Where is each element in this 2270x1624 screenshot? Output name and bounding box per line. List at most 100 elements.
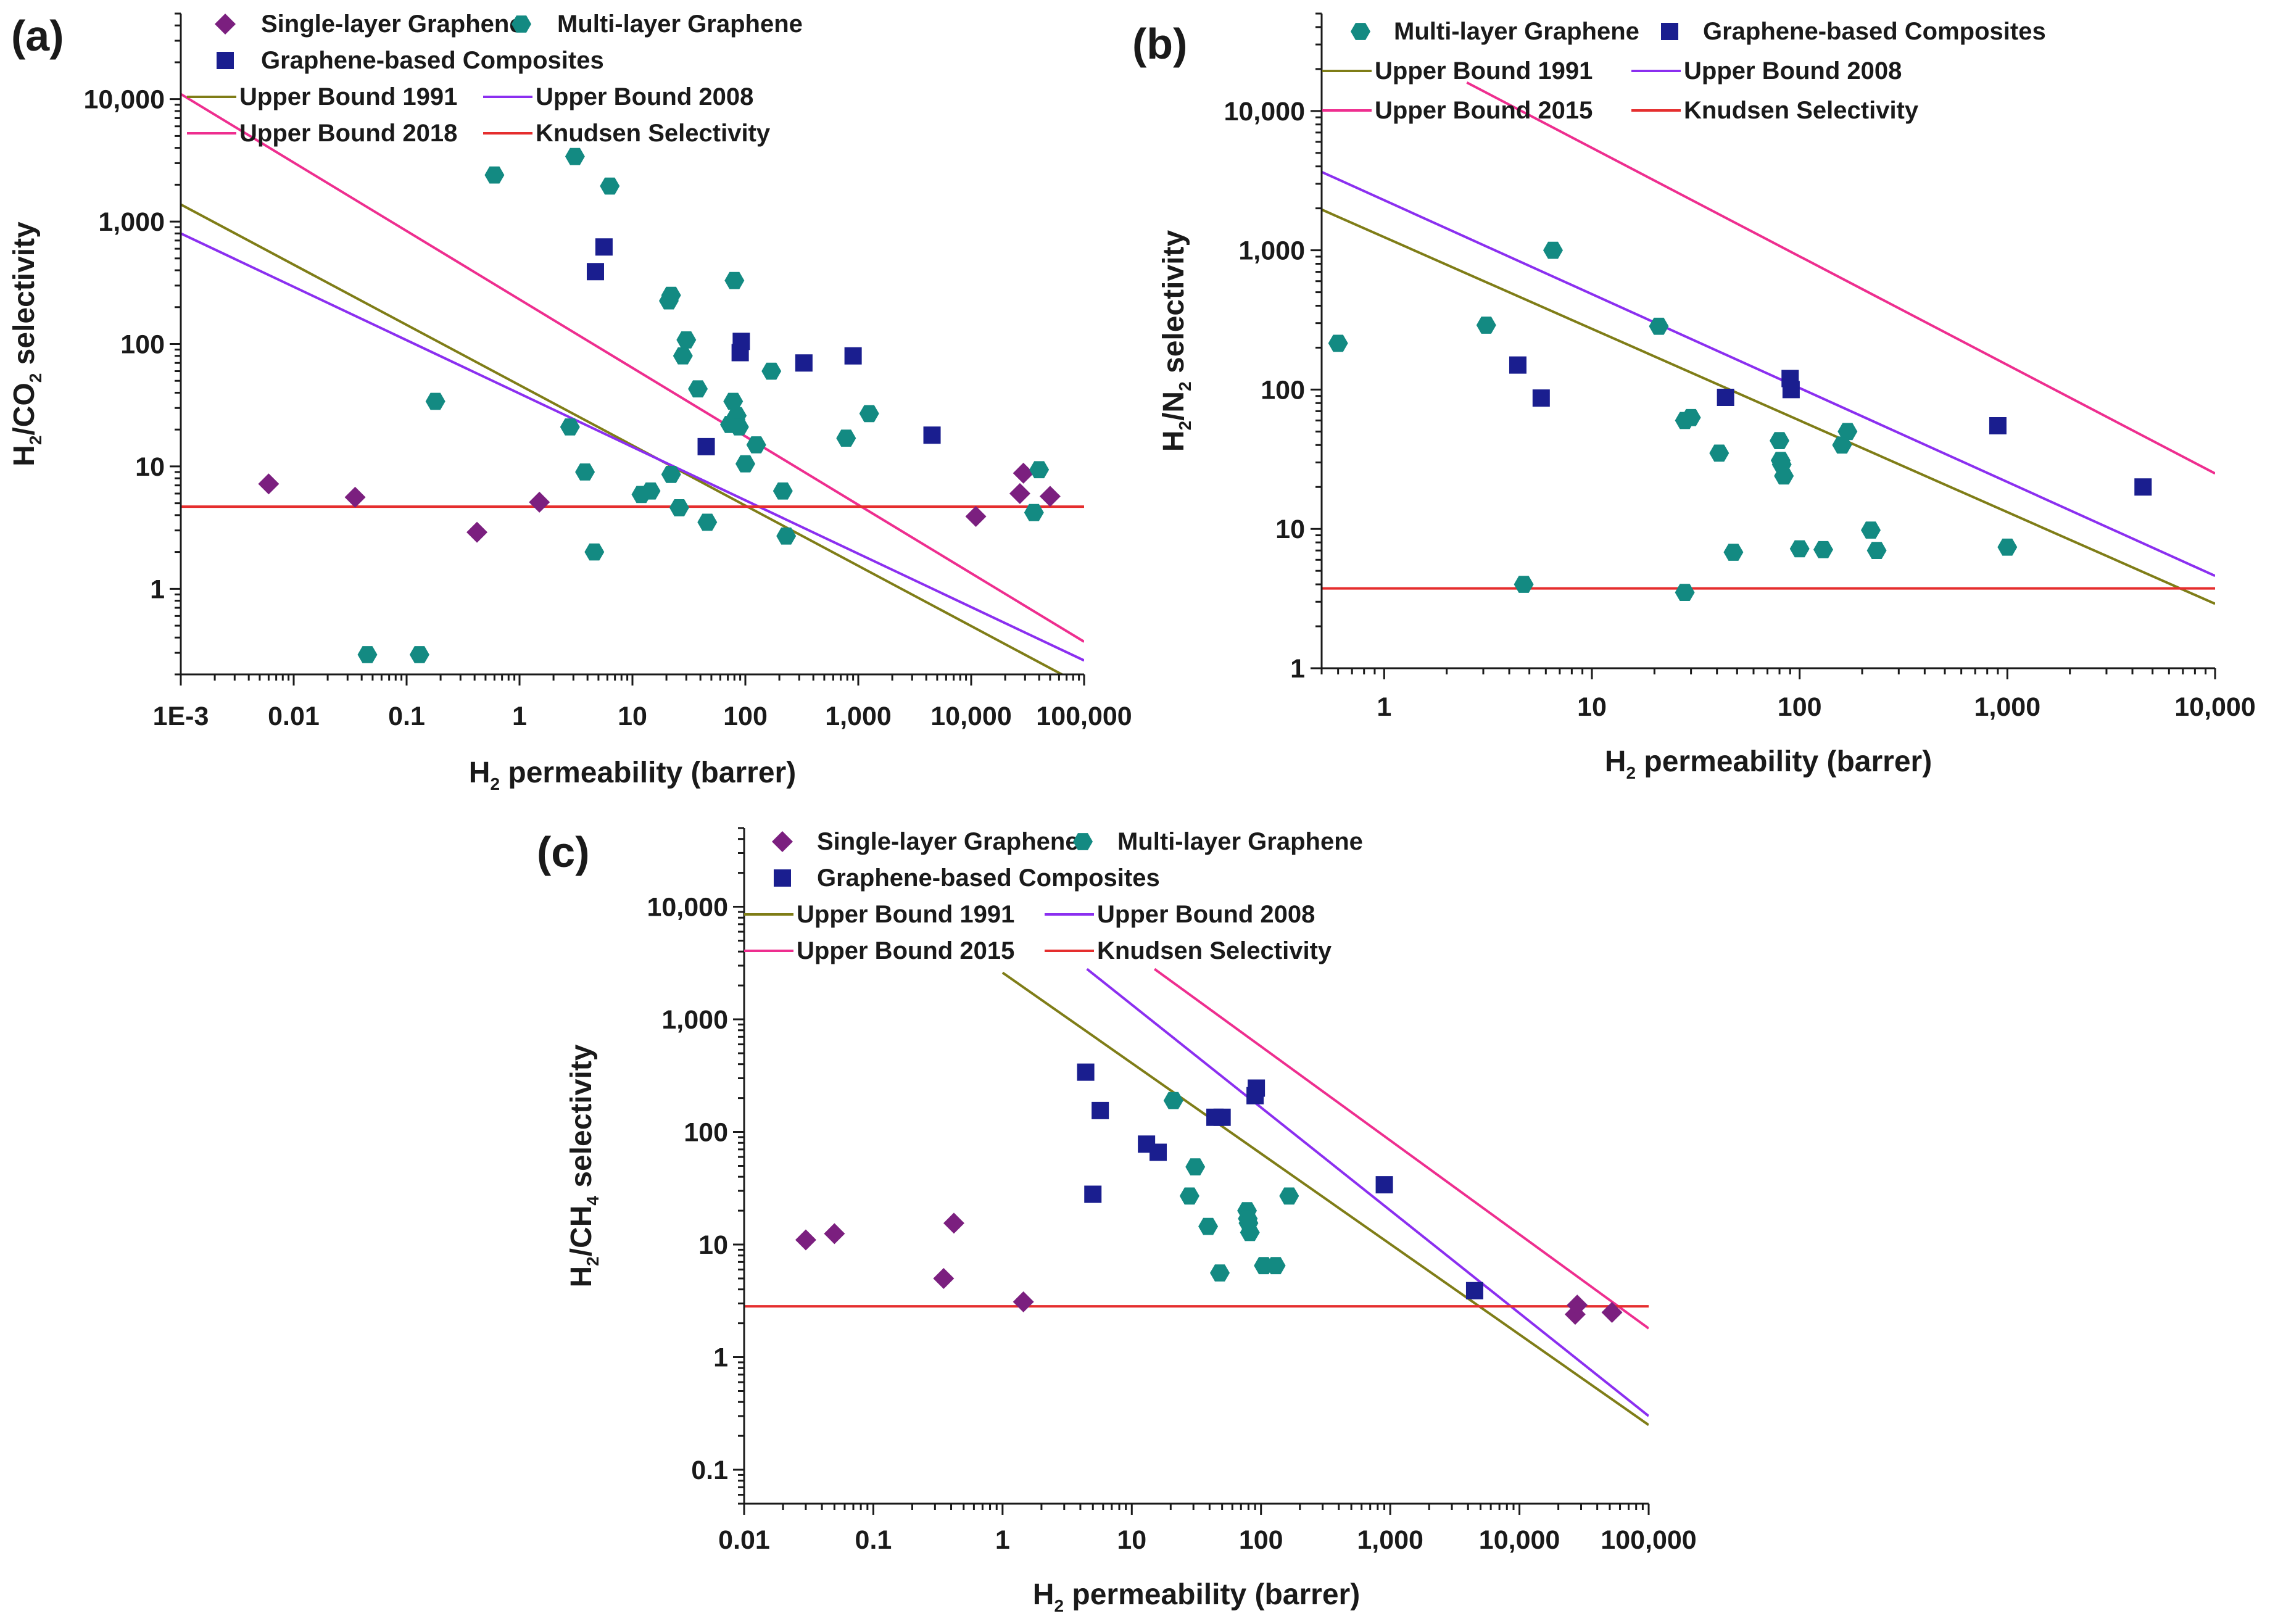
legend-marker	[774, 869, 791, 887]
data-point	[560, 418, 580, 436]
data-point	[965, 506, 987, 528]
data-point	[1723, 544, 1744, 561]
x-tick-label: 1	[512, 702, 527, 731]
x-axis-title: H2 permeability (barrer)	[1605, 745, 1932, 782]
bound-lines	[744, 967, 1649, 1427]
legend-item: Graphene-based Composites	[1661, 18, 2046, 45]
legend-item: Upper Bound 2018	[187, 120, 457, 147]
x-tick-label: 10,000	[2174, 692, 2256, 722]
data-point	[776, 527, 797, 545]
data-point	[425, 392, 445, 410]
legend-item: Upper Bound 2015	[1322, 97, 1593, 124]
data-point	[1179, 1187, 1199, 1205]
legend-marker	[1661, 23, 1678, 40]
y-axis-title: H2/CH4 selectivity	[565, 1044, 602, 1287]
legend-item: Graphene-based Composites	[774, 864, 1160, 892]
data-point	[584, 543, 605, 561]
y-tick-label: 1	[1290, 654, 1305, 684]
panel-label: (c)	[537, 828, 590, 876]
legend-marker	[1073, 833, 1093, 850]
line-upper-bound-2008	[1086, 967, 1649, 1417]
legend-label: Knudsen Selectivity	[1684, 97, 1919, 124]
legend-label: Knudsen Selectivity	[536, 120, 771, 147]
legend-label: Upper Bound 2008	[536, 83, 753, 110]
y-tick-label: 10,000	[1224, 97, 1305, 126]
legend: Single-layer Graphene Multi-layer Graphen…	[744, 828, 1363, 964]
y-tick-label: 100	[1261, 375, 1305, 405]
data-point	[933, 1268, 955, 1289]
x-tick-label: 0.01	[268, 702, 320, 731]
y-tick-label: 1,000	[98, 207, 165, 237]
data-point	[595, 238, 613, 256]
data-point	[1465, 1282, 1483, 1299]
legend-item: Multi-layer Graphene	[1351, 18, 1639, 45]
x-tick-label: 0.1	[855, 1525, 892, 1555]
legend-item: Single-layer Graphene	[215, 10, 523, 38]
legend-label: Knudsen Selectivity	[1097, 937, 1332, 964]
data-point	[1185, 1158, 1206, 1175]
panel-label: (b)	[1132, 20, 1187, 68]
data-point	[1149, 1143, 1167, 1161]
data-point	[923, 426, 941, 444]
y-tick-label: 10,000	[83, 85, 165, 115]
data-point	[661, 286, 681, 304]
data-point	[1989, 417, 2007, 435]
series-graphene-based-composites	[586, 238, 941, 455]
x-axis-title: H2 permeability (barrer)	[469, 756, 796, 793]
line-upper-bound-2018	[181, 93, 1084, 643]
data-point	[795, 354, 813, 372]
axes: 1 10 100 1,000 10,000 1 10 100 1,000 10,000	[1224, 12, 2256, 722]
line-upper-bound-2015	[1153, 967, 1649, 1330]
y-axis-title: H2/CO2 selectivity	[8, 222, 45, 466]
x-tick-label: 100,000	[1601, 1525, 1696, 1555]
y-tick-label: 100	[120, 330, 165, 360]
x-tick-label: 1,000	[1974, 692, 2041, 722]
legend-marker	[1351, 23, 1370, 40]
legend-item: Knudsen Selectivity	[483, 120, 771, 147]
legend-item: Upper Bound 2008	[1631, 57, 1902, 85]
legend-label: Upper Bound 1991	[239, 83, 457, 110]
data-point	[1514, 576, 1534, 593]
data-point	[1681, 408, 1701, 426]
data-point	[859, 405, 879, 423]
data-point	[688, 380, 708, 398]
data-point	[1774, 467, 1794, 485]
x-tick-label: 1E-3	[153, 702, 209, 731]
x-tick-label: 1	[995, 1525, 1010, 1555]
x-tick-label: 10	[1577, 692, 1607, 722]
legend-label: Graphene-based Composites	[261, 47, 604, 74]
data-point	[824, 1223, 845, 1245]
data-point	[1163, 1092, 1183, 1109]
x-tick-label: 0.1	[388, 702, 425, 731]
data-point	[1198, 1217, 1219, 1235]
series-multi-layer-graphene	[357, 147, 1050, 663]
legend-marker	[512, 15, 531, 33]
bound-lines	[181, 93, 1084, 674]
data-point	[1601, 1301, 1623, 1323]
legend-item: Multi-layer Graphene	[512, 10, 803, 38]
data-point	[1675, 584, 1695, 601]
legend: Single-layer Graphene Multi-layer Graphen…	[187, 10, 803, 147]
y-tick-label: 10,000	[647, 893, 728, 922]
legend-label: Upper Bound 2018	[239, 120, 457, 147]
data-point	[529, 491, 550, 513]
series-single-layer-graphene	[258, 462, 1061, 543]
data-point	[1029, 461, 1050, 479]
data-point	[344, 486, 366, 508]
legend-item: Upper Bound 1991	[1322, 57, 1593, 85]
data-point	[409, 646, 429, 663]
legend-label: Upper Bound 1991	[797, 901, 1014, 928]
data-point	[1837, 423, 1858, 441]
data-point	[1649, 317, 1669, 335]
chart-a: (a)1E-3 0.01 0.1 1 10 100 1,000 10,000 100,00011…	[8, 10, 1132, 793]
legend-label: Upper Bound 1991	[1375, 57, 1593, 85]
data-point	[676, 331, 697, 349]
data-point	[1248, 1079, 1265, 1097]
legend-item: Upper Bound 2008	[483, 83, 753, 110]
data-point	[1084, 1185, 1102, 1203]
legend-item: Upper Bound 1991	[744, 901, 1014, 928]
data-point	[1375, 1176, 1393, 1194]
data-point	[661, 466, 681, 483]
series-multi-layer-graphene	[1163, 1092, 1299, 1282]
data-point	[1077, 1063, 1095, 1081]
